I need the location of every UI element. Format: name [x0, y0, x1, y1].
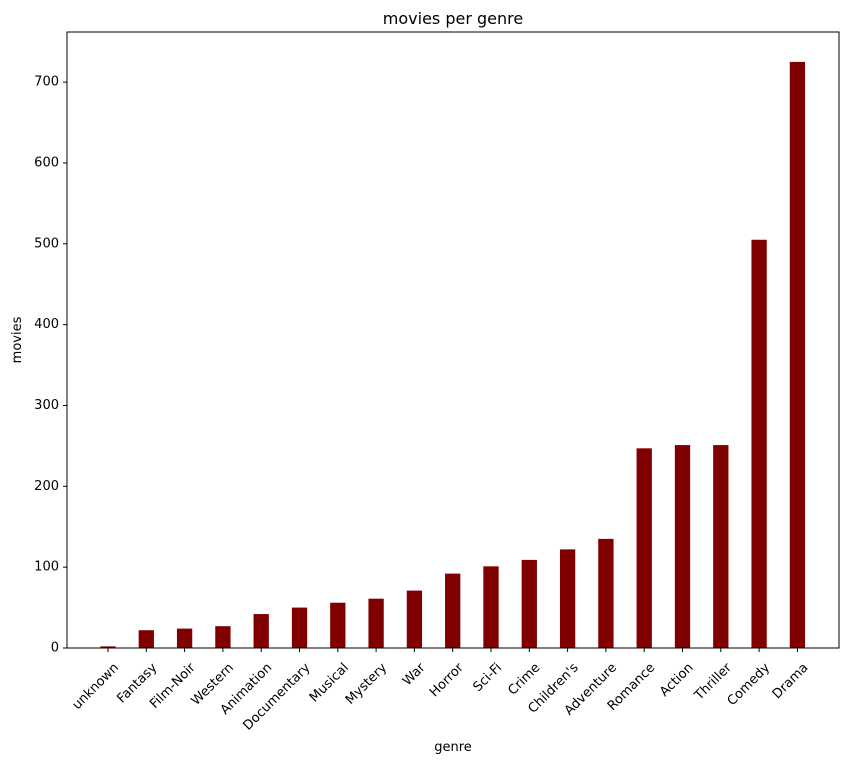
y-tick-label: 300 — [34, 398, 59, 413]
x-tick-label: Drama — [770, 660, 812, 702]
bar-children-s — [559, 549, 576, 648]
bar-film-noir — [176, 628, 193, 648]
x-tick-label: Mystery — [343, 660, 390, 707]
x-axis-label: genre — [434, 740, 472, 755]
y-tick-label: 700 — [34, 75, 59, 90]
x-tick-label: War — [400, 660, 429, 689]
bar-mystery — [368, 598, 384, 648]
bar-musical — [330, 602, 346, 648]
y-tick-label: 400 — [34, 317, 59, 332]
bar-thriller — [713, 445, 729, 648]
bar-drama — [789, 61, 806, 649]
x-axis: unknownFantasyFilm-NoirWesternAnimationD… — [70, 648, 812, 734]
bar-war — [406, 590, 423, 648]
y-axis: 0 100 200 300 400 500 600 700 — [34, 75, 67, 656]
bar-romance — [636, 448, 652, 648]
y-axis-label: movies — [10, 316, 25, 363]
x-tick-label: Documentary — [240, 660, 313, 733]
x-tick-label: Comedy — [725, 660, 774, 709]
bar-western — [215, 626, 231, 648]
bar-action — [674, 445, 691, 648]
x-tick-label: Sci-Fi — [470, 660, 505, 695]
y-tick-label: 600 — [34, 155, 59, 170]
bar-animation — [253, 614, 269, 648]
bar-crime — [521, 559, 537, 648]
y-tick-label: 500 — [34, 236, 59, 251]
x-tick-label: Action — [657, 660, 696, 699]
bars-group — [100, 61, 806, 649]
bar-sci-fi — [483, 566, 499, 648]
bar-unknown — [100, 646, 116, 648]
bar-horror — [445, 573, 461, 648]
x-tick-label: unknown — [70, 660, 122, 712]
y-tick-label: 100 — [34, 560, 59, 575]
bar-adventure — [598, 538, 614, 648]
y-tick-label: 200 — [34, 479, 59, 494]
y-tick-label: 0 — [51, 641, 59, 656]
x-tick-label: Horror — [427, 660, 467, 700]
bar-fantasy — [138, 630, 154, 648]
bar-documentary — [291, 607, 308, 648]
bar-comedy — [751, 239, 767, 648]
chart-title: movies per genre — [383, 9, 523, 28]
